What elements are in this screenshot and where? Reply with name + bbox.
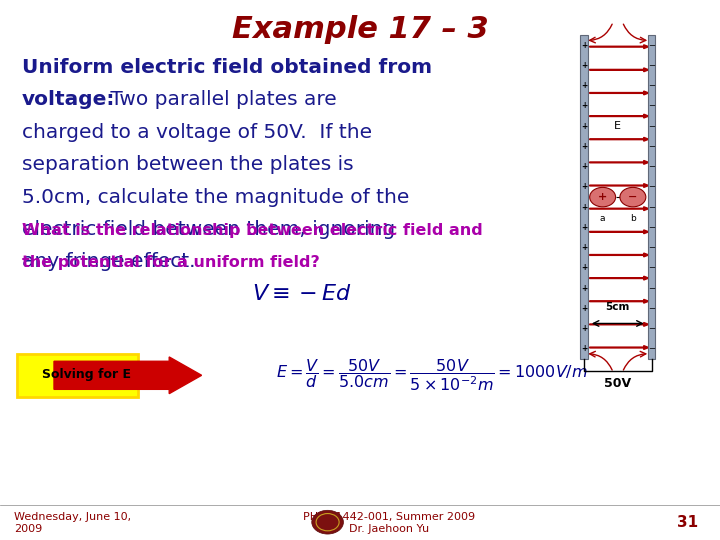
FancyArrow shape <box>590 322 649 326</box>
Text: the potential for a uniform field?: the potential for a uniform field? <box>22 255 320 271</box>
Text: −: − <box>648 40 655 50</box>
Text: +: + <box>581 345 587 354</box>
Text: PHYS 1442-001, Summer 2009
Dr. Jaehoon Yu: PHYS 1442-001, Summer 2009 Dr. Jaehoon Y… <box>302 512 475 534</box>
Text: +: + <box>581 202 587 212</box>
Circle shape <box>620 187 646 207</box>
FancyArrow shape <box>590 114 649 118</box>
Text: 50V: 50V <box>604 377 631 390</box>
FancyBboxPatch shape <box>17 354 138 397</box>
Text: 31: 31 <box>678 515 698 530</box>
FancyArrow shape <box>54 357 202 394</box>
Text: −: − <box>648 264 655 273</box>
FancyArrow shape <box>590 45 649 49</box>
FancyArrow shape <box>590 346 649 349</box>
Text: −: − <box>648 102 655 111</box>
Text: Uniform electric field obtained from: Uniform electric field obtained from <box>22 58 432 77</box>
Text: −: − <box>628 192 638 202</box>
FancyArrow shape <box>590 160 649 164</box>
FancyArrow shape <box>590 230 649 234</box>
Text: separation between the plates is: separation between the plates is <box>22 155 354 174</box>
Text: E: E <box>614 121 621 131</box>
Text: charged to a voltage of 50V.  If the: charged to a voltage of 50V. If the <box>22 123 372 142</box>
FancyArrow shape <box>590 91 649 95</box>
Text: −: − <box>648 223 655 232</box>
Text: +: + <box>581 324 587 333</box>
Text: +: + <box>581 223 587 232</box>
Text: electric field between them, ignoring: electric field between them, ignoring <box>22 220 395 239</box>
Text: 5cm: 5cm <box>606 301 630 312</box>
Text: +: + <box>581 40 587 50</box>
FancyArrow shape <box>590 299 649 303</box>
Text: +: + <box>581 183 587 192</box>
Circle shape <box>590 187 616 207</box>
Text: −: − <box>648 243 655 252</box>
Text: What is the relationship between electric field and: What is the relationship between electri… <box>22 223 482 238</box>
Text: $E = \dfrac{V}{d} = \dfrac{50V}{5.0cm} = \dfrac{50V}{5\times10^{-2}m} =1000V/m$: $E = \dfrac{V}{d} = \dfrac{50V}{5.0cm} =… <box>276 357 588 393</box>
Text: +: + <box>581 102 587 111</box>
FancyArrow shape <box>590 184 649 187</box>
FancyArrow shape <box>590 137 649 141</box>
Text: −: − <box>648 202 655 212</box>
Text: Two parallel plates are: Two parallel plates are <box>104 90 337 110</box>
Text: 5.0cm, calculate the magnitude of the: 5.0cm, calculate the magnitude of the <box>22 187 409 207</box>
Text: −: − <box>648 304 655 313</box>
FancyArrow shape <box>590 207 649 211</box>
Text: any fringe effect.: any fringe effect. <box>22 252 195 272</box>
Text: +: + <box>581 142 587 151</box>
Text: −: − <box>648 183 655 192</box>
Text: Example 17 – 3: Example 17 – 3 <box>232 15 488 44</box>
Text: +: + <box>581 61 587 70</box>
Text: −: − <box>648 284 655 293</box>
Bar <box>580 35 588 359</box>
Text: +: + <box>581 264 587 273</box>
Text: +: + <box>581 304 587 313</box>
Text: +: + <box>581 243 587 252</box>
Text: −: − <box>648 162 655 171</box>
Text: voltage:: voltage: <box>22 90 115 110</box>
Text: −: − <box>648 61 655 70</box>
Text: +: + <box>598 192 607 202</box>
Text: b: b <box>630 214 636 223</box>
Text: +: + <box>581 284 587 293</box>
Text: $V \equiv -Ed$: $V \equiv -Ed$ <box>252 284 353 305</box>
Circle shape <box>312 510 343 534</box>
Text: Solving for E: Solving for E <box>42 368 131 381</box>
Text: +: + <box>581 81 587 90</box>
Text: Wednesday, June 10,
2009: Wednesday, June 10, 2009 <box>14 512 132 534</box>
Text: −: − <box>648 324 655 333</box>
FancyArrow shape <box>590 276 649 280</box>
FancyArrow shape <box>590 253 649 257</box>
Text: +: + <box>581 162 587 171</box>
Text: a: a <box>600 214 606 223</box>
FancyArrow shape <box>590 68 649 72</box>
Text: +: + <box>581 122 587 131</box>
Text: −: − <box>648 345 655 354</box>
Bar <box>648 35 655 359</box>
Text: −: − <box>648 81 655 90</box>
Text: −: − <box>648 122 655 131</box>
Text: −: − <box>648 142 655 151</box>
